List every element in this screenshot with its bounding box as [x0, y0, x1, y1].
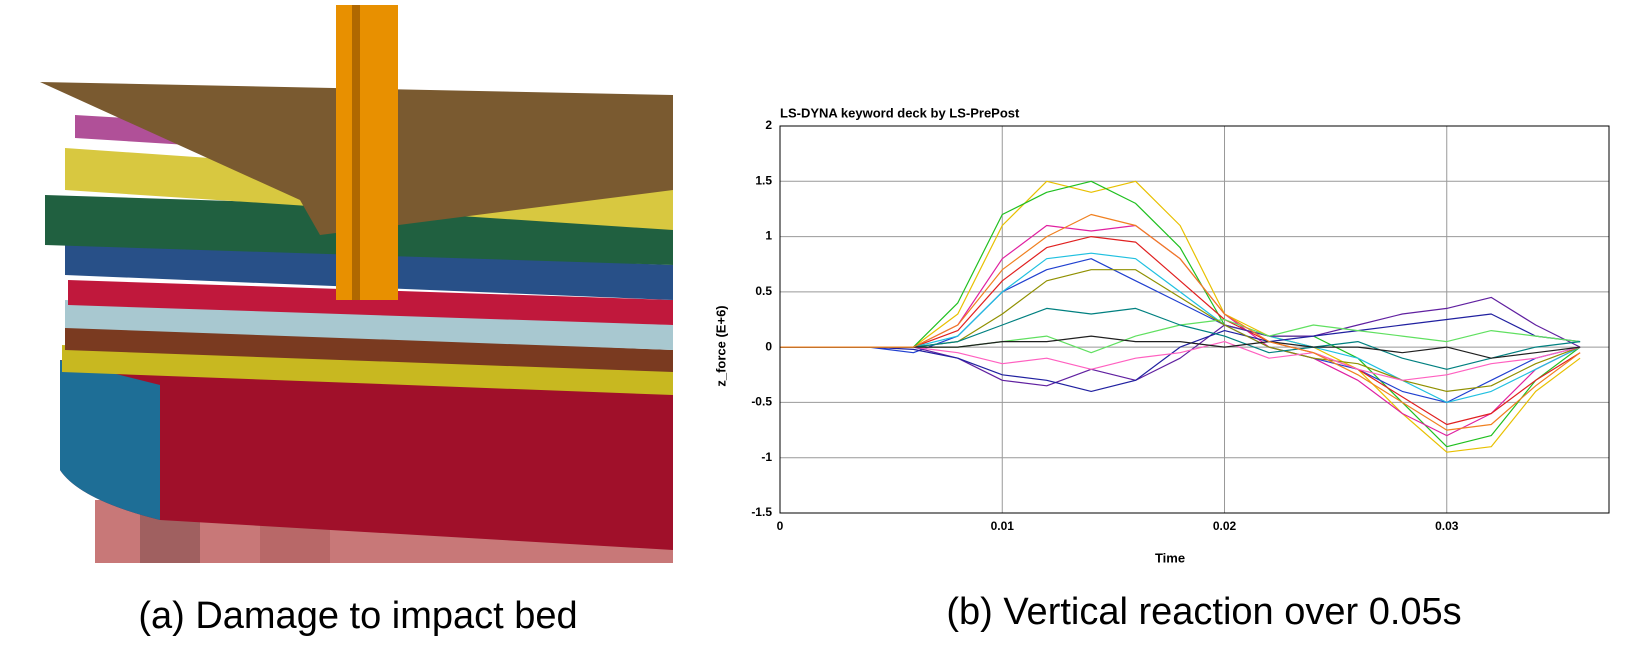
series-line — [780, 180, 1581, 453]
series-line — [780, 269, 1581, 392]
y-tick-label: 1.5 — [755, 173, 772, 187]
y-tick-label: 0.5 — [755, 284, 772, 298]
x-tick-label: 0.02 — [1213, 519, 1237, 533]
caption: (b) Vertical reaction over 0.05s — [946, 591, 1461, 633]
series-line — [780, 180, 1581, 448]
series-line — [780, 313, 1581, 392]
plot-area: -1.5 -1 -0.5 0 0.5 1 1.5 2 0 0.01 0.02 0.03 — [751, 118, 1610, 533]
series-line — [780, 213, 1581, 431]
y-tick-label: -1.5 — [751, 505, 772, 519]
y-tick-label: 1 — [765, 229, 772, 243]
x-tick-label: 0.03 — [1435, 519, 1459, 533]
x-axis-label: Time — [1155, 550, 1185, 565]
chart-title: LS-DYNA keyword deck by LS-PrePost — [780, 105, 1020, 120]
y-tick-label: -1 — [761, 450, 772, 464]
x-tick-label: 0.01 — [991, 519, 1015, 533]
plot-frame — [779, 125, 1610, 514]
series-line — [780, 224, 1581, 437]
y-tick-label: 2 — [765, 118, 772, 132]
caption: (a) Damage to impact bed — [138, 595, 577, 637]
y-tick-label: 0 — [765, 339, 772, 353]
series-line — [780, 252, 1581, 403]
y-tick-label: -0.5 — [751, 395, 772, 409]
impact-bed-render — [40, 5, 673, 563]
y-axis-label: z_force (E+6) — [713, 305, 728, 386]
x-tick-label: 0 — [777, 519, 784, 533]
